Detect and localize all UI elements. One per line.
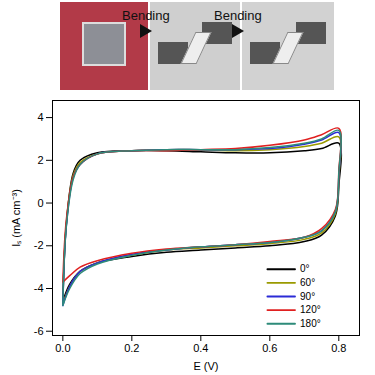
html-text:Bending: Bending	[214, 8, 262, 23]
svg-text:4: 4	[37, 111, 43, 123]
svg-text:0.4: 0.4	[193, 342, 208, 354]
svg-text:180°: 180°	[300, 318, 321, 329]
svg-text:0.6: 0.6	[262, 342, 277, 354]
svg-text:E (V): E (V)	[193, 360, 218, 372]
svg-text:0: 0	[37, 197, 43, 209]
svg-text:0.0: 0.0	[55, 342, 70, 354]
html-text:Bending: Bending	[122, 8, 170, 23]
svg-text:-6: -6	[34, 325, 44, 337]
svg-text:0.2: 0.2	[124, 342, 139, 354]
svg-text:90°: 90°	[300, 291, 315, 302]
svg-text:0°: 0°	[300, 263, 310, 274]
svg-text:Iₛ (mA cm⁻³): Iₛ (mA cm⁻³)	[10, 189, 22, 247]
svg-text:-4: -4	[34, 282, 44, 294]
svg-text:60°: 60°	[300, 277, 315, 288]
svg-text:-2: -2	[34, 239, 44, 251]
svg-text:120°: 120°	[300, 304, 321, 315]
svg-text:0.8: 0.8	[331, 342, 346, 354]
svg-text:2: 2	[37, 154, 43, 166]
